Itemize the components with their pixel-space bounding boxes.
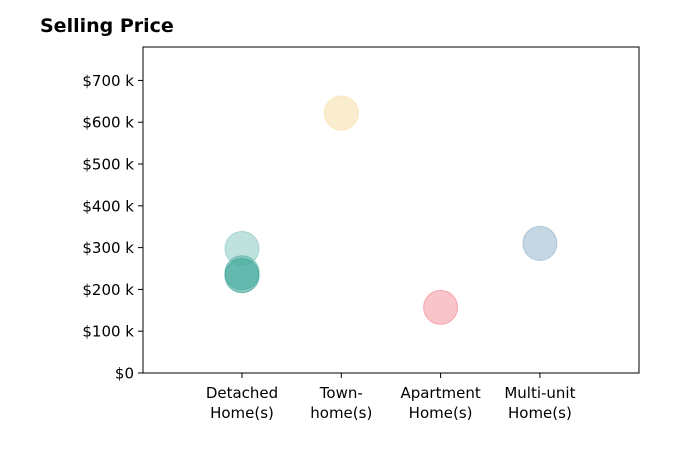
data-point — [423, 289, 459, 325]
x-tick-label: Home(s) — [508, 404, 572, 422]
y-tick-label: $0 — [115, 365, 134, 383]
y-tick-label: $600 k — [82, 114, 134, 132]
x-tick-label: Home(s) — [210, 404, 274, 422]
data-points — [224, 95, 558, 325]
x-tick-label: Multi-unit — [504, 384, 575, 402]
y-tick-label: $300 k — [82, 239, 134, 257]
x-tick-label: Detached — [206, 384, 278, 402]
data-point — [323, 95, 359, 131]
x-tick-label: Home(s) — [409, 404, 473, 422]
chart-title: Selling Price — [40, 15, 174, 37]
y-tick-label: $400 k — [82, 197, 134, 215]
x-axis: Detached Home(s) Town-home(s) Apartment Home… — [206, 373, 576, 422]
y-tick-label: $500 k — [82, 156, 134, 174]
data-point — [224, 258, 260, 294]
y-tick-label: $700 k — [82, 72, 134, 90]
plot-area-frame — [142, 46, 640, 374]
x-tick-label: Apartment — [400, 384, 480, 402]
y-tick-label: $200 k — [82, 281, 134, 299]
x-tick-label: home(s) — [310, 404, 372, 422]
y-axis: $0 $100 k $200 k $300 k $400 k $500 k $600 k $7… — [82, 72, 143, 383]
x-tick-label: Town- — [319, 384, 363, 402]
data-point — [522, 225, 558, 261]
y-tick-label: $100 k — [82, 323, 134, 341]
